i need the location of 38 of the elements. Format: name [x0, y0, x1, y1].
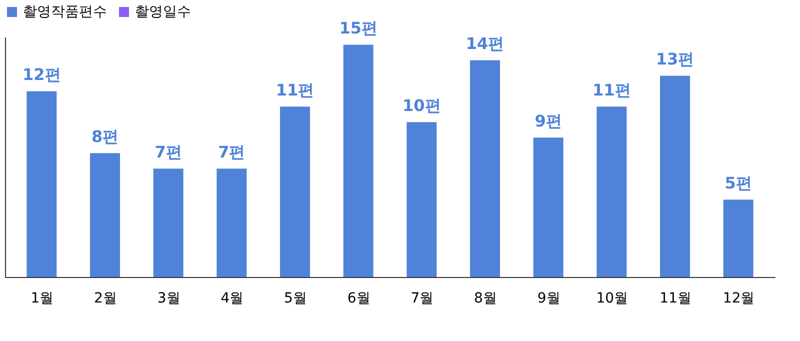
- x-tick-label: 3월: [157, 290, 180, 306]
- x-tick-label: 5월: [284, 290, 307, 306]
- x-tick-label: 9월: [537, 290, 560, 306]
- bar: [343, 44, 374, 277]
- data-label: 15편: [339, 18, 378, 38]
- x-tick-label: 7월: [410, 290, 434, 306]
- bar: [660, 76, 690, 277]
- bar: [533, 138, 564, 277]
- bar: [723, 200, 754, 277]
- bar: [216, 168, 247, 277]
- data-label: 5편: [724, 174, 752, 193]
- x-tick-label: 2월: [94, 290, 117, 306]
- bar: [26, 91, 57, 277]
- data-label: 13편: [656, 50, 694, 69]
- data-label: 11편: [592, 80, 631, 100]
- data-label: 7편: [218, 142, 246, 162]
- data-label: 9편: [534, 112, 562, 131]
- x-tick-label: 10월: [596, 290, 628, 306]
- x-tick-label: 4월: [220, 290, 244, 306]
- bar: [406, 122, 437, 277]
- legend-label: 촬영일수: [135, 4, 191, 20]
- bar: [596, 106, 627, 277]
- data-label: 11편: [276, 80, 314, 100]
- x-tick-label: 8월: [474, 290, 497, 306]
- data-label: 7편: [154, 142, 182, 162]
- x-tick-label: 6월: [347, 290, 370, 306]
- bar: [280, 106, 310, 277]
- data-label: 8편: [91, 127, 119, 146]
- data-label: 14편: [466, 34, 504, 54]
- data-label: 10편: [402, 96, 441, 116]
- bar: [90, 153, 120, 277]
- x-tick-label: 11월: [660, 290, 692, 306]
- x-tick-label: 12월: [722, 290, 755, 306]
- data-label: 12편: [22, 65, 61, 84]
- legend-label: 촬영작품편수: [23, 4, 107, 20]
- bar: [470, 60, 500, 277]
- x-tick-label: 1월: [30, 290, 54, 306]
- bar: [153, 168, 184, 277]
